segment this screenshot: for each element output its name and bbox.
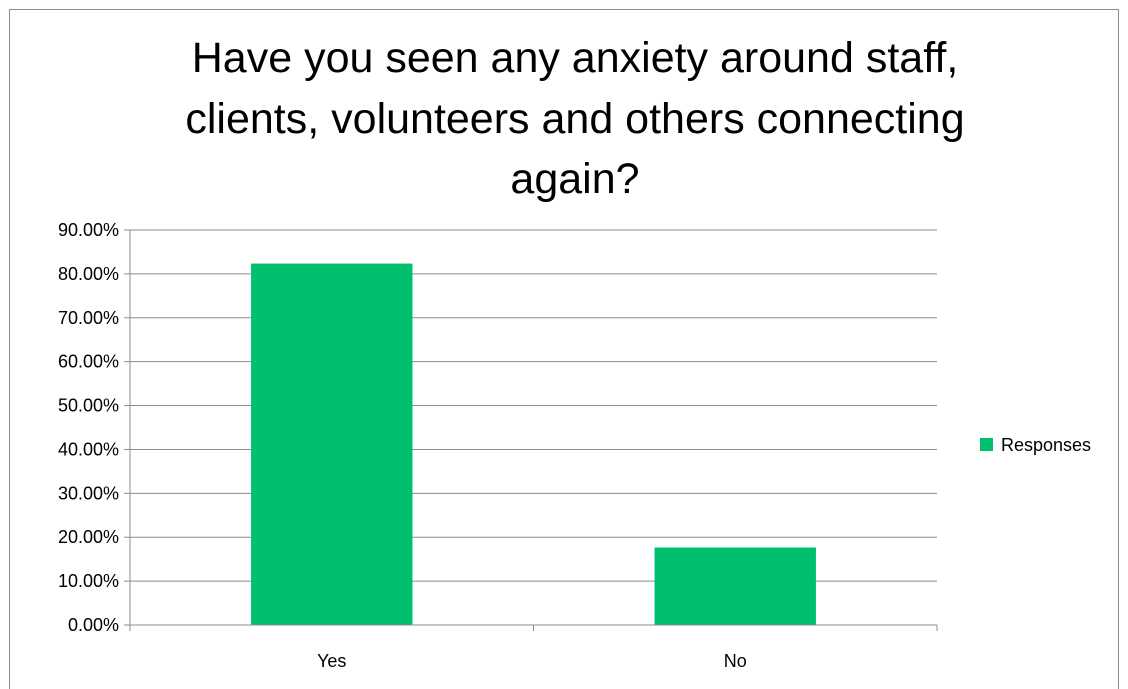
legend: Responses xyxy=(980,435,1091,455)
chart-title-line-2: clients, volunteers and others connectin… xyxy=(185,95,964,143)
bar-no xyxy=(654,547,816,625)
chart-frame xyxy=(9,9,1119,689)
chart-title-line-1: Have you seen any anxiety around staff, xyxy=(192,34,959,82)
y-tick-label: 60.00% xyxy=(58,352,119,372)
legend-label-responses: Responses xyxy=(1001,435,1091,455)
y-tick-label: 30.00% xyxy=(58,483,119,503)
x-tick-label-yes: Yes xyxy=(317,651,346,671)
legend-swatch-responses xyxy=(980,438,993,451)
chart-title: Have you seen any anxiety around staff, … xyxy=(185,34,964,203)
x-tick-label-no: No xyxy=(724,651,747,671)
y-tick-label: 90.00% xyxy=(58,220,119,240)
y-tick-label: 80.00% xyxy=(58,264,119,284)
y-tick-label: 40.00% xyxy=(58,439,119,459)
y-tick-label: 0.00% xyxy=(68,615,119,635)
y-axis-tick-labels: 0.00% 10.00% 20.00% 30.00% 40.00% 50.00% 60.00… xyxy=(58,220,119,635)
bar-yes xyxy=(251,263,413,625)
axes xyxy=(124,229,938,631)
bars xyxy=(251,263,816,625)
y-tick-label: 20.00% xyxy=(58,527,119,547)
y-tick-label: 70.00% xyxy=(58,308,119,328)
y-tick-label: 10.00% xyxy=(58,571,119,591)
y-tick-label: 50.00% xyxy=(58,396,119,416)
x-axis-tick-labels: Yes No xyxy=(317,651,747,671)
chart-title-line-3: again? xyxy=(510,155,639,203)
